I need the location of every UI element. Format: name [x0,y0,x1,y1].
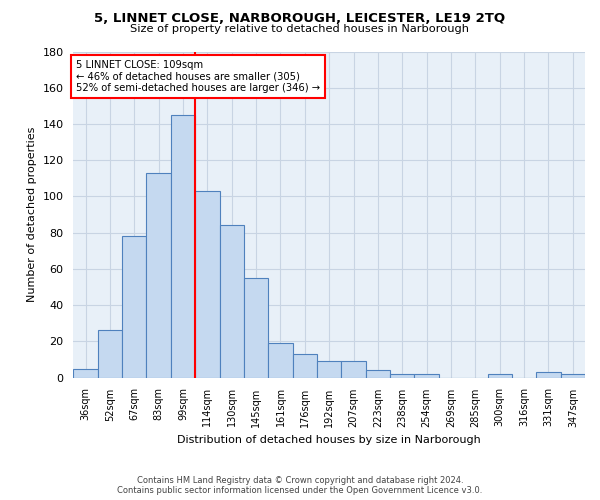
Bar [73,368,98,378]
Bar [366,370,390,378]
Bar [415,374,439,378]
Bar [317,362,341,378]
Bar [98,330,122,378]
Text: 5 LINNET CLOSE: 109sqm
← 46% of detached houses are smaller (305)
52% of semi-de: 5 LINNET CLOSE: 109sqm ← 46% of detached… [76,60,320,93]
Bar [244,278,268,378]
Bar [220,226,244,378]
Bar [146,173,171,378]
Bar [195,191,220,378]
Bar [560,374,585,378]
Text: Contains HM Land Registry data © Crown copyright and database right 2024.
Contai: Contains HM Land Registry data © Crown c… [118,476,482,495]
Bar [536,372,560,378]
Bar [390,374,415,378]
Bar [293,354,317,378]
Bar [488,374,512,378]
X-axis label: Distribution of detached houses by size in Narborough: Distribution of detached houses by size … [178,435,481,445]
Bar [268,343,293,378]
Bar [122,236,146,378]
Bar [171,115,195,378]
Y-axis label: Number of detached properties: Number of detached properties [27,127,37,302]
Text: Size of property relative to detached houses in Narborough: Size of property relative to detached ho… [131,24,470,34]
Bar [341,362,366,378]
Text: 5, LINNET CLOSE, NARBOROUGH, LEICESTER, LE19 2TQ: 5, LINNET CLOSE, NARBOROUGH, LEICESTER, … [94,12,506,26]
